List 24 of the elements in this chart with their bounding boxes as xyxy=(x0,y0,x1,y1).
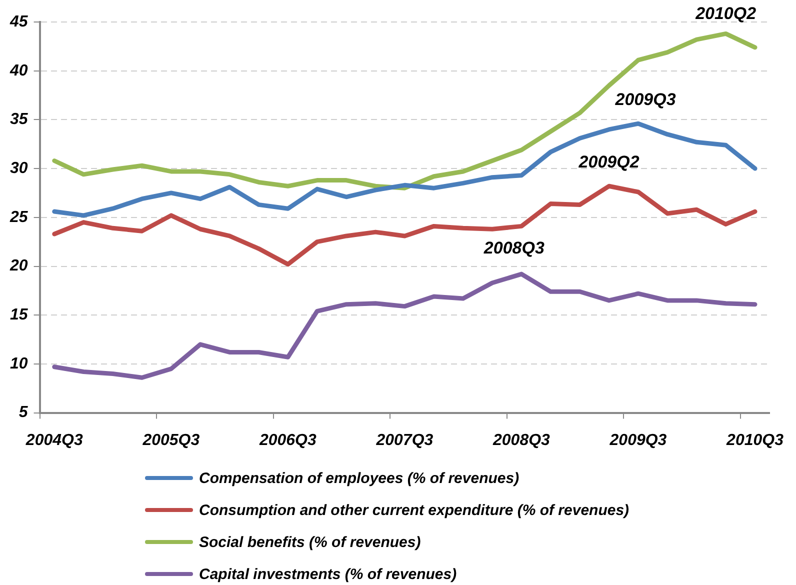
annotation: 2010Q2 xyxy=(694,4,757,23)
y-tick-label: 40 xyxy=(9,62,28,80)
y-tick-label: 45 xyxy=(9,13,29,30)
x-tick-label: 2007Q3 xyxy=(375,432,434,449)
y-tick-label: 30 xyxy=(10,160,28,177)
x-tick-label: 2004Q3 xyxy=(24,432,83,449)
y-tick-label: 15 xyxy=(10,306,29,324)
x-tick-label: 2005Q3 xyxy=(142,432,200,449)
y-tick-label: 5 xyxy=(18,404,29,422)
annotation: 2009Q3 xyxy=(614,90,676,109)
y-tick-label: 20 xyxy=(9,258,28,275)
y-tick-label: 25 xyxy=(9,208,29,226)
y-tick-label: 35 xyxy=(10,111,29,128)
legend-label: Social benefits (% of revenues) xyxy=(199,534,421,550)
x-tick-label: 2008Q3 xyxy=(492,432,550,449)
legend-label: Capital investments (% of revenues) xyxy=(199,566,457,582)
x-tick-label: 2010Q3 xyxy=(726,432,784,449)
legend-label: Compensation of employees (% of revenues) xyxy=(199,470,520,486)
y-tick-label: 10 xyxy=(10,355,28,372)
annotation: 2008Q3 xyxy=(482,238,545,258)
annotation: 2009Q2 xyxy=(578,152,640,172)
x-tick-label: 2009Q3 xyxy=(608,432,667,449)
legend-label: Consumption and other current expenditure (% of revenues) xyxy=(199,502,630,518)
x-tick-label: 2006Q3 xyxy=(258,432,317,449)
